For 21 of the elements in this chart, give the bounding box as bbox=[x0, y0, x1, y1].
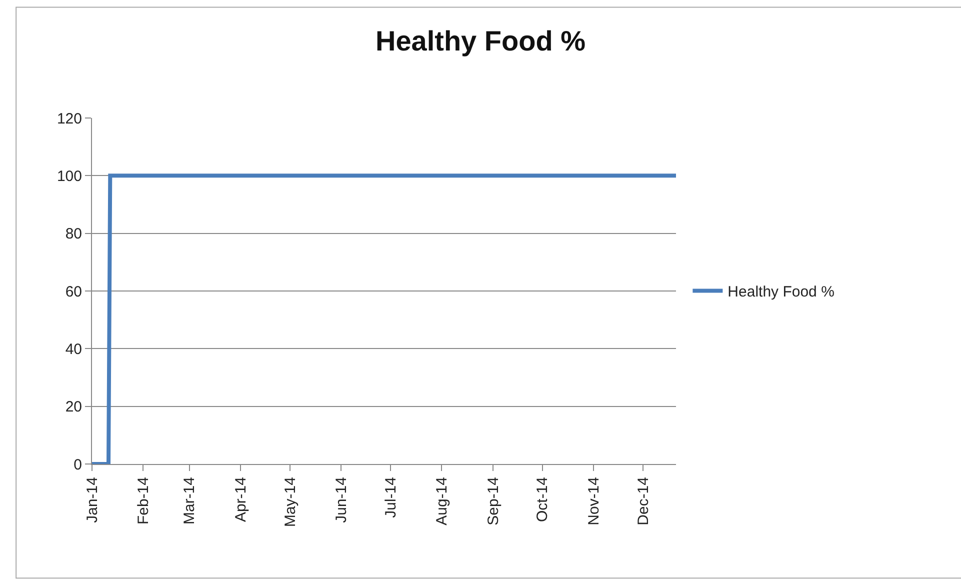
y-tick-label: 60 bbox=[65, 283, 82, 300]
x-tick-label: Oct-14 bbox=[534, 477, 552, 522]
x-tick-label: Jun-14 bbox=[332, 477, 350, 523]
y-tick-label: 0 bbox=[74, 456, 82, 474]
x-tick-label: Sep-14 bbox=[484, 477, 502, 526]
y-tick-label: 120 bbox=[56, 110, 82, 128]
y-tick-label: 20 bbox=[65, 398, 82, 416]
x-tick-label: May-14 bbox=[282, 477, 299, 528]
x-tick-label: Mar-14 bbox=[181, 477, 198, 525]
y-tick-label: 80 bbox=[65, 226, 82, 243]
x-tick-label: Apr-14 bbox=[232, 477, 250, 522]
x-tick-label: Dec-14 bbox=[634, 477, 652, 526]
x-tick-label: Jan-14 bbox=[84, 477, 101, 523]
x-tick-label: Jul-14 bbox=[382, 477, 400, 518]
x-tick-label: Aug-14 bbox=[434, 477, 451, 526]
x-tick-label: Nov-14 bbox=[585, 477, 602, 526]
y-tick-label: 40 bbox=[65, 340, 82, 358]
chart-title: Healthy Food % bbox=[375, 25, 586, 56]
x-tick-label: Feb-14 bbox=[135, 477, 152, 525]
legend-label: Healthy Food % bbox=[728, 284, 834, 301]
y-tick-label: 100 bbox=[56, 168, 82, 185]
